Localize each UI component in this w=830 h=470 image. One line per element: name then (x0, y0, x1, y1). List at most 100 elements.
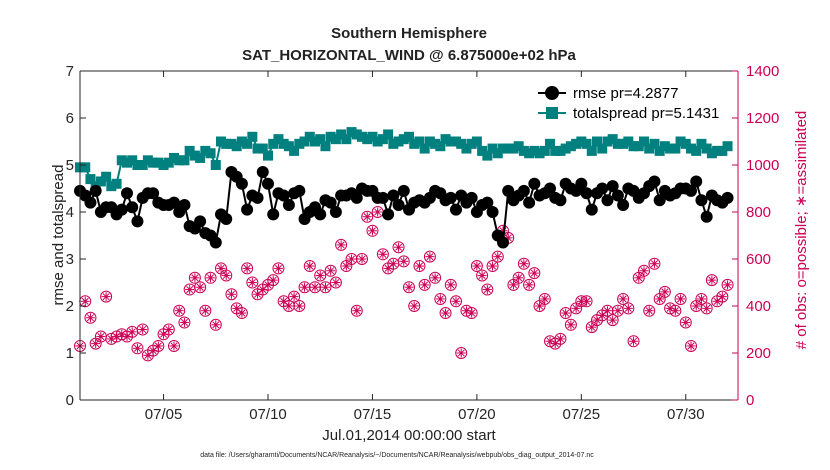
obs-assimilated-point (441, 308, 451, 318)
totalspread-point (116, 155, 127, 166)
obs-assimilated-point (138, 325, 148, 334)
obs-possible-point (199, 304, 212, 317)
obs-assimilated-point (488, 261, 498, 271)
obs-assimilated-point (649, 259, 659, 269)
obs-possible-point (627, 335, 640, 348)
rmse-point (397, 184, 410, 197)
totalspread-point (80, 162, 91, 173)
y-right-tick-label: 800 (746, 204, 771, 221)
obs-assimilated-point (305, 261, 315, 271)
rmse-point (601, 194, 614, 207)
totalspread-point (440, 134, 451, 145)
obs-assimilated-point (435, 294, 445, 304)
totalspread-point (210, 160, 221, 170)
footnote: data file: /Users/gharamti/Documents/NCA… (200, 452, 594, 459)
totalspread-point (153, 157, 164, 168)
obs-possible-point (173, 304, 186, 317)
totalspread-point (555, 145, 566, 156)
totalspread-point (325, 131, 336, 142)
rmse-point (131, 215, 144, 228)
obs-possible-point (674, 292, 687, 305)
obs-possible-point (298, 281, 311, 294)
totalspread-point (163, 157, 174, 168)
rmse-point (575, 177, 588, 190)
totalspread-point (722, 141, 733, 152)
totalspread-point (304, 131, 315, 142)
totalspread-point (633, 141, 644, 152)
obs-assimilated-point (644, 306, 654, 316)
totalspread-point (169, 152, 179, 163)
x-axis-label: Jul.01,2014 00:00:00 start (322, 427, 496, 444)
legend-rmse-marker (545, 86, 559, 100)
totalspread-point (330, 134, 341, 145)
rmse-point (329, 206, 342, 218)
obs-assimilated-point (153, 341, 163, 351)
totalspread-point (216, 136, 226, 147)
totalspread-point (518, 145, 529, 156)
totalspread-point (388, 138, 399, 149)
totalspread-point (696, 138, 707, 149)
x-tick-label: 07/30 (667, 406, 705, 423)
obs-assimilated-point (289, 292, 299, 302)
y-right-tick-label: 600 (746, 251, 771, 268)
totalspread-point (712, 145, 723, 156)
legend-spread-marker (546, 107, 558, 119)
totalspread-point (576, 136, 587, 147)
obs-assimilated-point (378, 249, 388, 259)
totalspread-point (310, 136, 320, 147)
totalspread-point (148, 157, 159, 168)
obs-possible-point (721, 278, 734, 291)
rmse-point (282, 198, 295, 211)
totalspread-point (471, 136, 482, 147)
totalspread-point (565, 141, 576, 152)
obs-assimilated-point (320, 282, 330, 292)
totalspread-point (174, 155, 185, 166)
obs-possible-point (136, 323, 149, 336)
obs-possible-point (324, 264, 337, 277)
chart-title-line1: Southern Hemisphere (331, 25, 487, 42)
obs-possible-point (439, 307, 452, 320)
rmse-point (89, 184, 102, 197)
totalspread-point (686, 143, 696, 154)
totalspread-point (101, 171, 112, 182)
y-left-tick-label: 0 (66, 392, 74, 409)
rmse-point (178, 198, 191, 211)
obs-assimilated-point (294, 301, 304, 311)
obs-possible-point (329, 276, 342, 289)
rmse-point (147, 187, 160, 200)
totalspread-point (195, 152, 206, 163)
obs-possible-point (418, 278, 431, 291)
obs-assimilated-point (477, 270, 487, 280)
obs-possible-point (622, 302, 635, 315)
totalspread-point (184, 145, 195, 156)
rmse-point (121, 187, 133, 200)
rmse-point (387, 189, 400, 202)
obs-assimilated-point (91, 339, 101, 349)
obs-possible-point (476, 269, 489, 282)
totalspread-point (268, 138, 279, 149)
obs-assimilated-point (414, 261, 424, 271)
totalspread-point (649, 138, 660, 149)
obs-assimilated-point (571, 303, 581, 313)
obs-assimilated-point (362, 212, 372, 222)
obs-possible-point (638, 264, 650, 277)
rmse-point (267, 208, 280, 221)
totalspread-point (451, 136, 461, 147)
obs-possible-point (705, 274, 718, 287)
rmse-point (721, 191, 734, 204)
rmse-point (596, 182, 609, 195)
obs-assimilated-point (681, 317, 691, 327)
obs-possible-point (403, 281, 415, 294)
obs-assimilated-point (696, 294, 706, 304)
y-right-tick-label: 400 (746, 298, 771, 315)
obs-possible-point (272, 262, 285, 275)
totalspread-point (529, 145, 540, 156)
obs-assimilated-point (707, 275, 717, 285)
obs-possible-point (465, 307, 478, 320)
totalspread-point (534, 148, 545, 159)
rmse-point (690, 175, 703, 188)
totalspread-point (393, 136, 404, 147)
x-tick-label: 07/15 (354, 406, 392, 423)
obs-possible-point (658, 285, 671, 298)
totalspread-point (706, 148, 717, 159)
